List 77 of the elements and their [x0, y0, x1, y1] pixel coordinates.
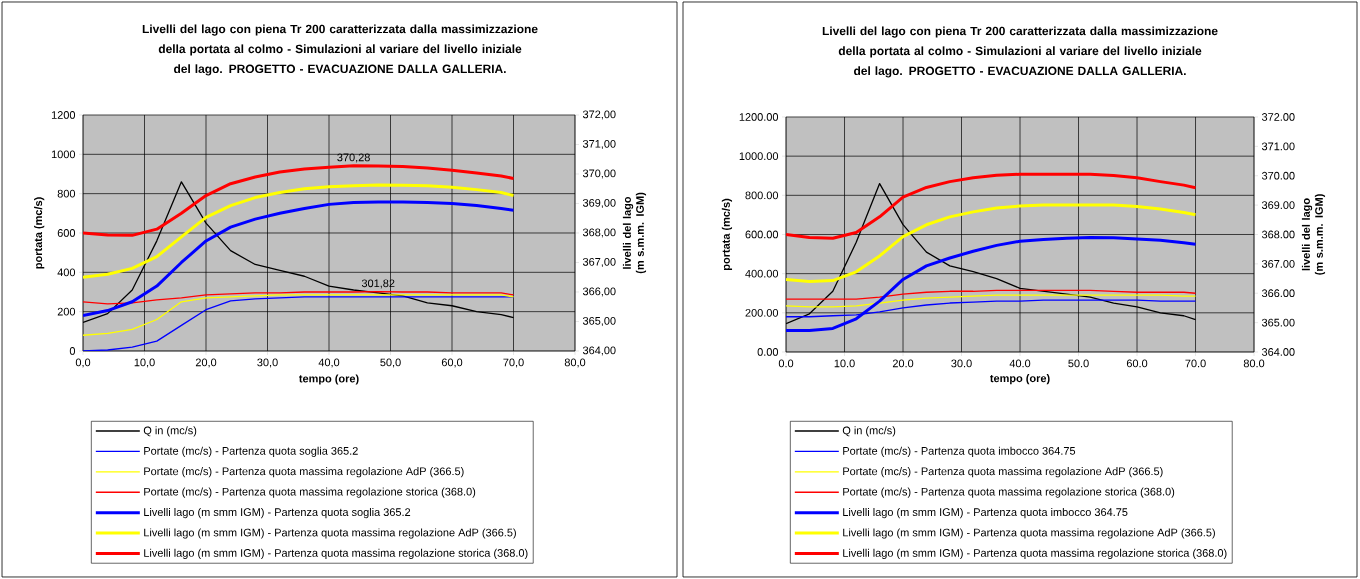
y-tick-label: 800	[57, 189, 76, 198]
x-tick-label: 80,0	[564, 358, 586, 368]
y2-tick-label: 365,00	[582, 316, 616, 327]
chart-title: Livelli del lago con piena Tr 200 caratterizzata dalla massimizzazione della portata al colmo - Simulazioni al variare del livello iniziale del lago. PROGETTO - EVACUAZIONE DALLA GALLERIA.	[142, 24, 538, 76]
x-axis-title: tempo (ore)	[990, 374, 1050, 385]
x-tick-label: 10,0	[134, 358, 155, 368]
y2-tick-label: 369,00	[582, 198, 616, 209]
legend-label: Portate (mc/s) - Partenza quota massima regolazione AdP (366.5)	[144, 467, 464, 478]
y2-tick-label: 372.00	[1261, 113, 1295, 121]
legend-label: Portate (mc/s) - Partenza quota massima regolazione AdP (366.5)	[843, 467, 1163, 478]
y2-tick-label: 371,00	[582, 139, 616, 150]
y-tick-label: 600.00	[745, 230, 779, 239]
legend-label: Portate (mc/s) - Partenza quota massima regolazione storica (368.0)	[144, 487, 476, 498]
x-tick-label: 0.0	[778, 359, 794, 368]
x-tick-label: 0,0	[75, 358, 91, 368]
y-tick-label: 200.00	[745, 308, 779, 317]
chart-title: Livelli del lago con piena Tr 200 caratterizzata dalla massimizzazione della portata al colmo - Simulazioni al variare del livello iniziale del lago. PROGETTO - EVACUAZIONE DALLA GALLERIA.	[822, 26, 1218, 78]
x-axis-title: tempo (ore)	[299, 374, 359, 385]
x-tick-label: 70.0	[1185, 359, 1206, 368]
legend-label: Q in (mc/s)	[143, 426, 197, 437]
legend-label: Q in (mc/s)	[842, 426, 896, 437]
line-series	[786, 235, 1198, 333]
legend-label: Livelli lago (m smm IGM) - Partenza quota massima regolazione storica (368.0)	[843, 548, 1227, 560]
line-series	[83, 200, 516, 318]
y2-tick-label: 372,00	[582, 110, 616, 120]
legend-label: Livelli lago (m smm IGM) - Partenza quota massima regolazione AdP (366.5)	[144, 528, 516, 539]
legend-label: Livelli lago (m smm IGM) - Partenza quota imbocco 364.75	[843, 507, 1128, 519]
legend-label: Livelli lago (m smm IGM) - Partenza quota soglia 365.2	[144, 507, 411, 519]
y-tick-label: 1200	[51, 111, 76, 119]
y-axis-title: portata (mc/s)	[721, 198, 733, 270]
y2-tick-label: 366,00	[582, 287, 616, 297]
legend-label: Livelli lago (m smm IGM) - Partenza quota massima regolazione AdP (366.5)	[843, 528, 1215, 539]
x-tick-label: 20.0	[892, 359, 914, 368]
y-tick-label: 600	[57, 229, 76, 237]
y2-tick-label: 367.00	[1261, 259, 1295, 268]
x-tick-label: 40.0	[1009, 359, 1031, 368]
x-tick-label: 20,0	[195, 358, 217, 368]
x-tick-label: 50,0	[380, 358, 401, 368]
y-tick-label: 1200.00	[739, 113, 779, 121]
data-label: 370,28	[337, 153, 370, 163]
y-tick-label: 1000.00	[739, 152, 779, 161]
y2-tick-label: 371.00	[1261, 142, 1295, 151]
y2-tick-label: 367,00	[582, 257, 616, 268]
y-tick-label: 0.00	[757, 348, 779, 356]
y-tick-label: 400.00	[745, 269, 779, 278]
y2-tick-label: 369.00	[1261, 201, 1295, 209]
x-tick-label: 70,0	[503, 358, 524, 368]
legend-label: Portate (mc/s) - Partenza quota massima regolazione storica (368.0)	[843, 487, 1175, 498]
x-tick-label: 10.0	[834, 359, 855, 368]
y2-tick-label: 368,00	[582, 228, 616, 238]
y2-tick-label: 364.00	[1261, 348, 1295, 356]
x-tick-label: 40,0	[318, 358, 340, 368]
x-tick-label: 60,0	[441, 358, 463, 368]
x-tick-label: 30,0	[257, 358, 278, 368]
y-tick-label: 800.00	[745, 191, 779, 200]
y-tick-label: 0	[69, 347, 76, 355]
y2-tick-label: 364,00	[582, 346, 616, 356]
line-series	[83, 164, 516, 237]
y2-tick-label: 366.00	[1261, 289, 1295, 298]
y-tick-label: 1000	[51, 150, 76, 159]
legend-label: Livelli lago (m smm IGM) - Partenza quota massima regolazione storica (368.0)	[144, 548, 528, 560]
x-tick-label: 60.0	[1126, 359, 1148, 368]
x-tick-label: 50.0	[1068, 359, 1089, 368]
x-tick-label: 30.0	[951, 359, 972, 368]
y2-tick-label: 370,00	[582, 169, 616, 179]
y2-tick-label: 370.00	[1261, 171, 1295, 180]
legend-label: Portate (mc/s) - Partenza quota imbocco 364.75	[843, 446, 1076, 457]
line-series	[83, 183, 516, 279]
y2-tick-label: 365.00	[1261, 318, 1295, 327]
legend-label: Portate (mc/s) - Partenza quota soglia 365.2	[144, 446, 358, 457]
y-tick-label: 200	[57, 307, 76, 316]
y-axis-title: portata (mc/s)	[34, 197, 45, 269]
x-tick-label: 80.0	[1243, 359, 1265, 368]
y2-tick-label: 368.00	[1261, 230, 1295, 239]
y-tick-label: 400	[57, 268, 76, 277]
y2-axis-title: livelli del lago (m s.m.m. IGM)	[1301, 194, 1326, 275]
y2-axis-title: livelli del lago (m s.m.m. IGM)	[622, 192, 647, 274]
